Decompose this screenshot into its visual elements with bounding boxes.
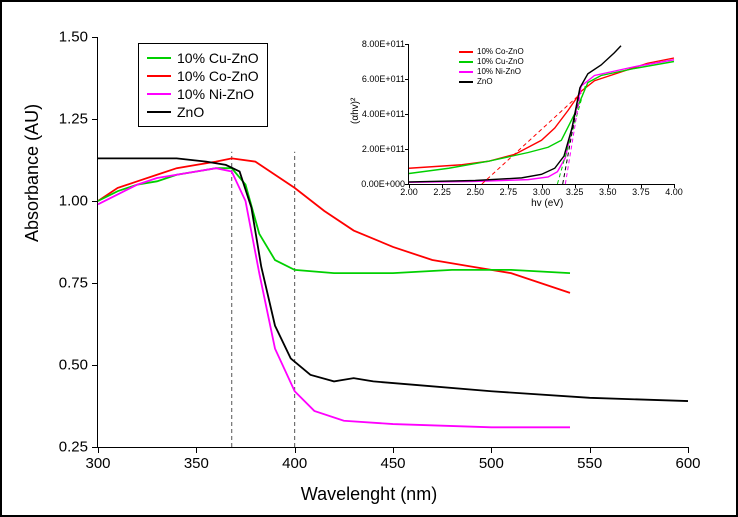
legend-item: 10% Co-ZnO (147, 67, 259, 85)
inset-y-label: (αhv)² (350, 98, 361, 124)
inset-y-tick: 0.00E+000 (361, 179, 405, 189)
x-tick-label: 350 (184, 455, 209, 472)
inset-legend: 10% Co-ZnO10% Cu-ZnO10% Ni-ZnOZnO (459, 47, 524, 87)
x-tick-label: 550 (577, 455, 602, 472)
legend-label: 10% Co-ZnO (177, 68, 259, 84)
inset-legend-item: 10% Ni-ZnO (459, 67, 524, 77)
inset-x-tick: 2.50 (466, 187, 484, 197)
inset-x-tick: 3.25 (566, 187, 584, 197)
y-axis-label: Absorbance (AU) (22, 104, 43, 242)
inset-x-tick: 2.25 (433, 187, 451, 197)
legend-swatch (147, 57, 171, 59)
x-tick-label: 600 (675, 455, 700, 472)
inset-y-tick: 8.00E+011 (362, 39, 405, 49)
y-tick-label: 1.25 (59, 111, 88, 128)
legend-swatch (147, 93, 171, 95)
y-tick-label: 1.00 (59, 193, 88, 210)
x-tick-label: 450 (380, 455, 405, 472)
inset-x-tick: 3.50 (599, 187, 617, 197)
inset-chart-svg (409, 44, 674, 184)
inset-x-label: hv (eV) (531, 198, 563, 209)
inset-legend-item: 10% Co-ZnO (459, 47, 524, 57)
legend-item: ZnO (147, 103, 259, 121)
legend-label: 10% Ni-ZnO (177, 86, 254, 102)
inset-legend-item: 10% Cu-ZnO (459, 57, 524, 67)
x-tick-label: 500 (479, 455, 504, 472)
y-tick-label: 1.50 (59, 29, 88, 46)
figure-frame: Absorbance (AU) Wavelenght (nm) 10% Cu-Z… (0, 0, 738, 517)
inset-y-tick: 2.00E+011 (362, 144, 405, 154)
y-tick-label: 0.75 (59, 275, 88, 292)
y-tick-label: 0.25 (59, 439, 88, 456)
x-tick-label: 300 (85, 455, 110, 472)
legend-item: 10% Cu-ZnO (147, 49, 259, 67)
inset-x-tick: 2.75 (500, 187, 518, 197)
inset-y-tick: 4.00E+011 (362, 109, 405, 119)
legend-label: ZnO (177, 104, 204, 120)
legend-swatch (147, 111, 171, 113)
inset-plot-area: 10% Co-ZnO10% Cu-ZnO10% Ni-ZnOZnO 0.00E+… (408, 44, 674, 185)
main-legend: 10% Cu-ZnO 10% Co-ZnO 10% Ni-ZnO ZnO (138, 43, 268, 127)
x-tick-label: 400 (282, 455, 307, 472)
legend-swatch (147, 75, 171, 77)
inset-x-tick: 4.00 (665, 187, 683, 197)
inset-x-tick: 2.00 (400, 187, 418, 197)
inset-panel: (αhv)² hv (eV) 10% Co-ZnO10% Cu-ZnO10% N… (348, 39, 680, 211)
x-axis-label: Wavelenght (nm) (301, 484, 437, 505)
inset-y-tick: 6.00E+011 (362, 74, 405, 84)
inset-x-tick: 3.00 (533, 187, 551, 197)
legend-item: 10% Ni-ZnO (147, 85, 259, 103)
legend-label: 10% Cu-ZnO (177, 50, 259, 66)
inset-x-tick: 3.75 (632, 187, 650, 197)
main-plot-area: 10% Cu-ZnO10% Co-ZnO10% Ni-ZnOZnO (αhv)²… (97, 37, 688, 448)
y-tick-label: 0.50 (59, 357, 88, 374)
inset-legend-item: ZnO (459, 77, 524, 87)
